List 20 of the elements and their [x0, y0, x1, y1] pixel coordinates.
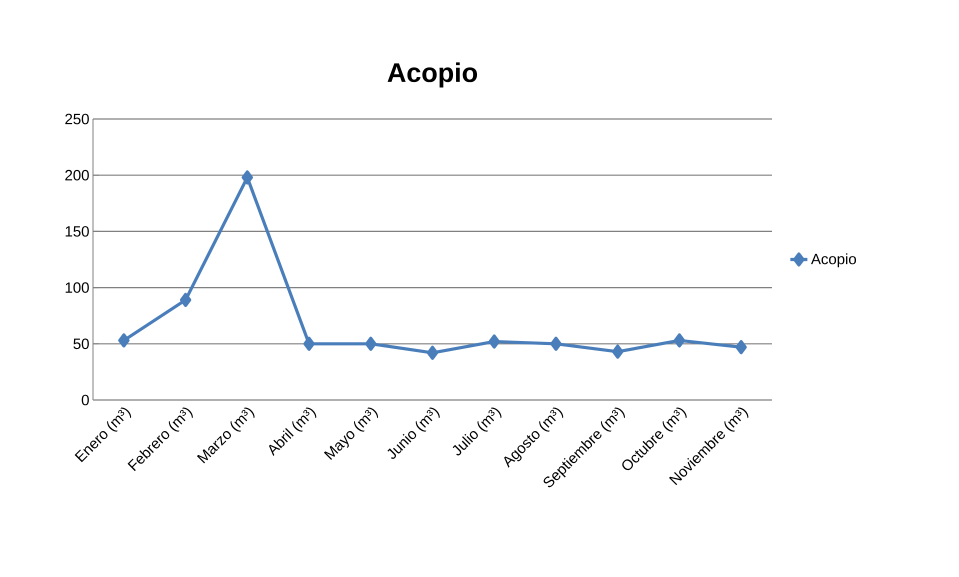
point: [488, 334, 500, 349]
y-tick-label: 50: [73, 338, 89, 350]
point: [735, 340, 747, 354]
point: [365, 336, 376, 351]
y-tick-label: 200: [65, 170, 89, 180]
y-tick-label: 150: [66, 226, 89, 237]
point: [612, 344, 624, 359]
point: [242, 170, 254, 185]
point: [550, 336, 562, 351]
y-tick-label: 100: [66, 282, 89, 293]
x-tick-label: Julio (m³): [452, 408, 502, 456]
point: [180, 292, 192, 308]
point: [118, 333, 130, 348]
chart-title: Acopio: [388, 62, 478, 88]
legend-label: Acopio: [811, 253, 856, 268]
point: [303, 336, 315, 351]
point: [674, 333, 686, 348]
y-tick-label: 250: [65, 114, 89, 124]
point: [426, 346, 438, 360]
y-tick-label: 0: [82, 394, 89, 406]
